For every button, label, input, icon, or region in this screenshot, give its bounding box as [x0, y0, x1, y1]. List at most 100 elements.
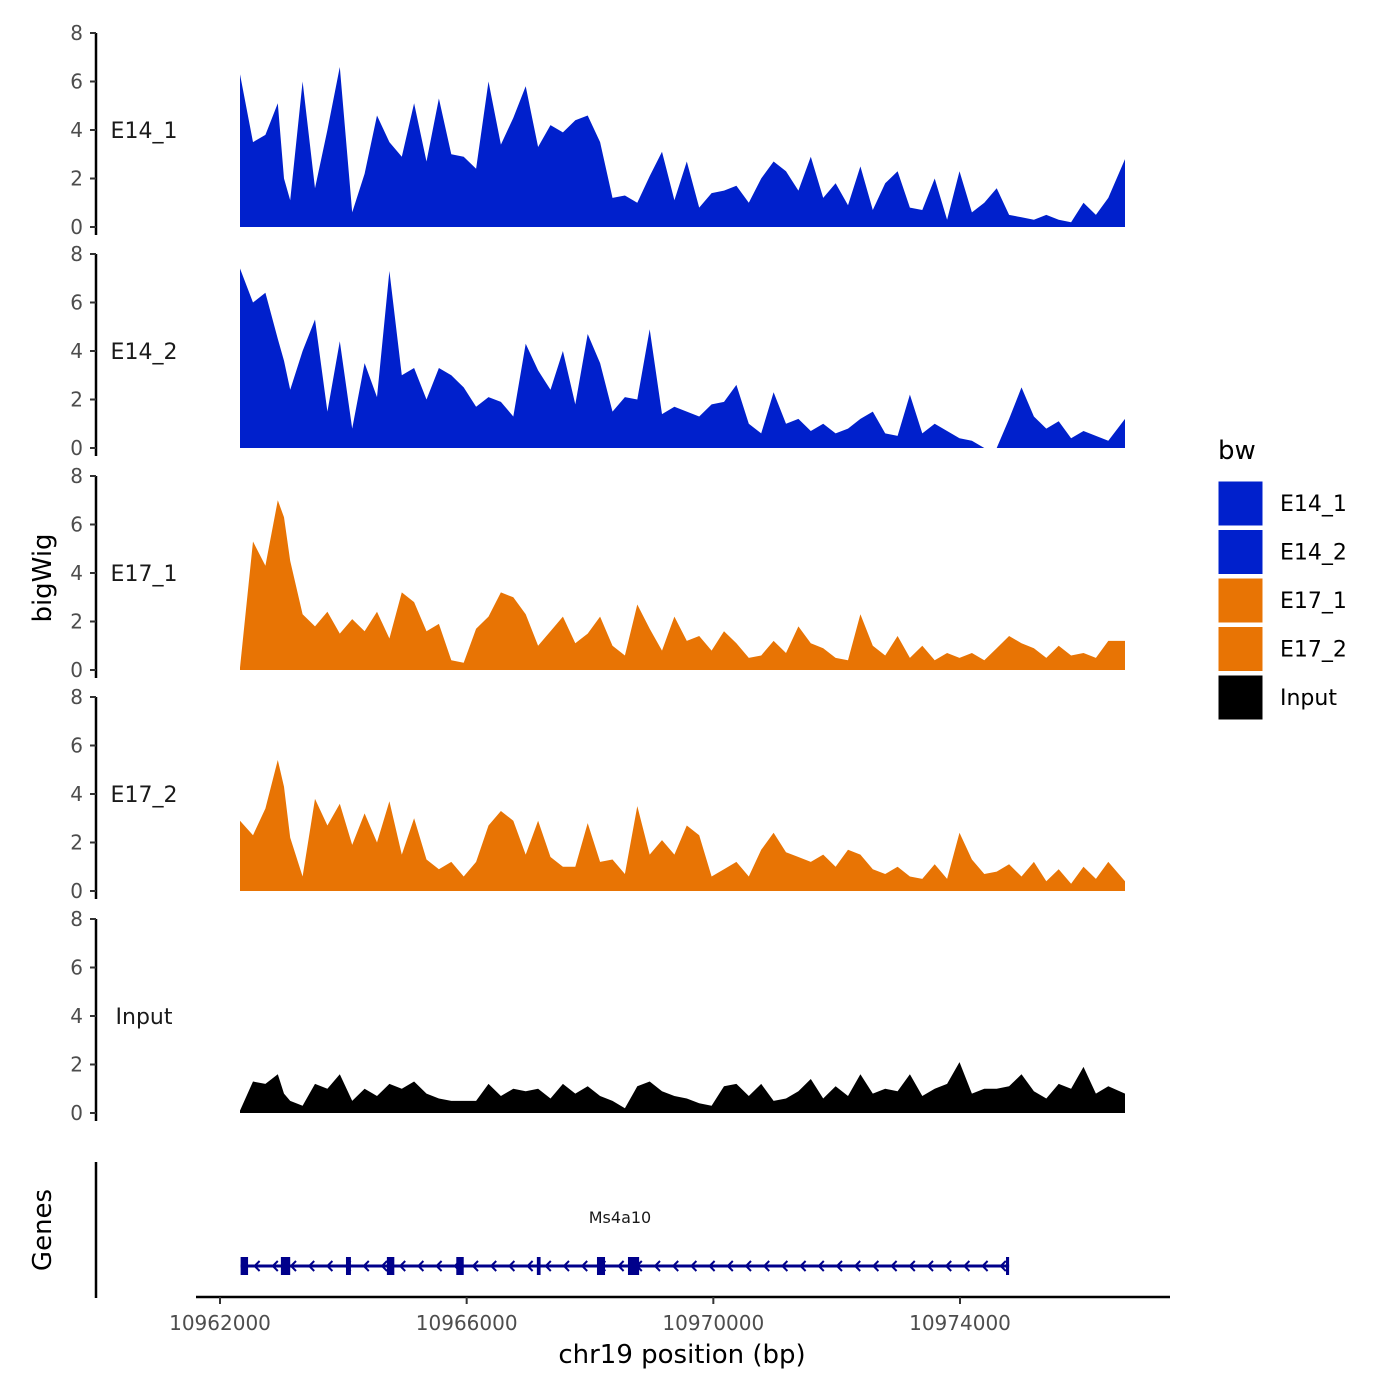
legend-swatch-e17-2: [1217, 626, 1264, 672]
y-tick-label: 6: [70, 734, 83, 758]
y-tick-label: 4: [70, 782, 83, 806]
legend-label-e17-1: E17_1: [1280, 589, 1347, 614]
strand-arrow: [835, 1260, 843, 1272]
y-tick-label: 8: [70, 685, 83, 709]
strand-arrow: [471, 1260, 479, 1272]
y-tick-label: 4: [70, 1004, 83, 1028]
y-tick-label: 0: [70, 658, 83, 682]
legend-label-e17-2: E17_2: [1280, 638, 1347, 663]
genes-axis-title: Genes: [28, 1189, 58, 1271]
bigwig-tracks: 0 2 4 6 8 E14_1 0 2 4 6 8 E14_2 0 2 4 6 8 E17_1 0 2 4 6 8 E17_2…: [70, 21, 1125, 1125]
track-e14-2: 0 2 4 6 8 E14_2: [70, 242, 1125, 460]
legend-label-e14-2: E14_2: [1280, 541, 1347, 566]
y-tick-label: 6: [70, 956, 83, 980]
y-tick-label: 0: [70, 436, 83, 460]
strand-arrow: [325, 1260, 334, 1272]
strand-arrow: [981, 1260, 989, 1272]
legend-label-e14-1: E14_1: [1280, 492, 1347, 517]
y-tick-label: 8: [70, 907, 83, 931]
strand-arrow: [580, 1260, 588, 1272]
track-label-e17-1: E17_1: [111, 562, 178, 587]
track-label-e14-1: E14_1: [111, 119, 178, 144]
y-tick-label: 4: [70, 118, 83, 142]
gene-ms4a10: Ms4a10: [240, 1208, 1010, 1275]
strand-arrow: [289, 1260, 297, 1272]
x-tick-label: 10962000: [169, 1311, 271, 1335]
strand-arrow: [544, 1260, 552, 1272]
area-e17-1: [240, 500, 1125, 670]
exon: [596, 1257, 606, 1275]
y-tick-label: 4: [70, 561, 83, 585]
area-e17-2: [240, 760, 1125, 891]
y-tick-label: 2: [70, 167, 83, 191]
strand-arrow: [708, 1260, 716, 1272]
strand-arrow: [253, 1260, 261, 1272]
y-tick-label: 4: [70, 339, 83, 363]
strand-arrow: [562, 1260, 570, 1272]
area-e14-2: [240, 268, 1125, 448]
x-axis: 10962000 10966000 10970000 10974000: [169, 1295, 1170, 1335]
exon: [345, 1257, 351, 1275]
exon: [456, 1257, 464, 1275]
track-label-input: Input: [116, 1005, 173, 1030]
strand-arrow: [890, 1260, 898, 1272]
y-axis-title: bigWig: [28, 533, 58, 622]
strand-arrow: [799, 1260, 807, 1272]
strand-arrow: [362, 1260, 370, 1272]
y-tick-label: 0: [70, 1101, 83, 1125]
area-e14-1: [240, 67, 1125, 227]
y-tick-label: 2: [70, 388, 83, 412]
legend-swatch-e14-2: [1217, 529, 1264, 575]
strand-arrow: [489, 1260, 497, 1272]
y-tick-label: 8: [70, 21, 83, 45]
area-input: [240, 1062, 1125, 1113]
y-tick-label: 6: [70, 291, 83, 315]
y-tick-label: 2: [70, 831, 83, 855]
strand-arrow: [271, 1260, 279, 1272]
strand-arrow: [871, 1260, 880, 1272]
strand-arrow: [671, 1260, 679, 1272]
exon: [627, 1257, 640, 1275]
exon: [240, 1257, 249, 1275]
x-axis-title: chr19 position (bp): [558, 1340, 805, 1370]
strand-arrow: [926, 1260, 934, 1272]
x-tick-label: 10974000: [909, 1311, 1011, 1335]
legend-swatch-input: [1217, 674, 1264, 721]
y-tick-label: 2: [70, 1053, 83, 1077]
exon: [280, 1257, 291, 1275]
strand-arrow: [653, 1260, 661, 1272]
strand-arrow: [944, 1260, 952, 1272]
x-tick-label: 10966000: [416, 1311, 518, 1335]
legend-label-input: Input: [1280, 686, 1337, 711]
strand-arrow: [962, 1260, 971, 1272]
strand-arrow: [507, 1260, 516, 1272]
strand-arrow: [526, 1260, 534, 1272]
strand-arrow: [999, 1260, 1007, 1272]
track-label-e17-2: E17_2: [111, 783, 178, 808]
exon: [536, 1257, 541, 1275]
legend: bw E14_1 E14_2 E17_1 E17_2 Input: [1217, 436, 1347, 721]
track-input: 0 2 4 6 8 Input: [70, 907, 1125, 1125]
legend-title: bw: [1218, 436, 1256, 466]
strand-arrow: [617, 1260, 625, 1272]
track-e17-1: 0 2 4 6 8 E17_1: [70, 464, 1125, 682]
strand-arrow: [435, 1260, 443, 1272]
x-tick-label: 10970000: [662, 1311, 764, 1335]
y-tick-label: 8: [70, 242, 83, 266]
track-e17-2: 0 2 4 6 8 E17_2: [70, 685, 1125, 903]
exon: [1006, 1257, 1010, 1275]
legend-swatch-e17-1: [1217, 577, 1264, 624]
y-tick-label: 8: [70, 464, 83, 488]
strand-arrow: [744, 1260, 752, 1272]
y-tick-label: 0: [70, 215, 83, 239]
y-tick-label: 6: [70, 513, 83, 537]
strand-arrow: [780, 1260, 789, 1272]
exon: [386, 1257, 395, 1275]
strand-arrow: [307, 1260, 315, 1272]
y-tick-label: 6: [70, 70, 83, 94]
track-label-e14-2: E14_2: [111, 340, 178, 365]
strand-arrow: [689, 1260, 698, 1272]
track-e14-1: 0 2 4 6 8 E14_1: [70, 21, 1125, 239]
legend-swatch-e14-1: [1217, 480, 1264, 527]
